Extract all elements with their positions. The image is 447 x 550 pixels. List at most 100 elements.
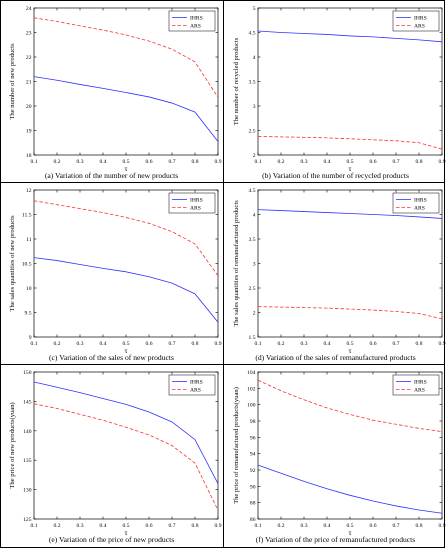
y-tick-label: 2.5 xyxy=(249,286,256,292)
legend: IHRS ARS xyxy=(168,374,216,396)
y-tick-label: 4 xyxy=(253,213,256,219)
y-tick-label: 130 xyxy=(23,488,32,494)
x-axis-label: τ xyxy=(124,528,127,537)
x-tick-label: 0.7 xyxy=(169,341,176,347)
y-tick-label: 145 xyxy=(23,399,32,405)
legend-label-ihrs: IHRS xyxy=(414,16,427,22)
legend-label-ihrs: IHRS xyxy=(190,16,203,22)
y-tick-label: 1.5 xyxy=(249,335,256,341)
x-tick-label: 0.2 xyxy=(54,341,61,347)
legend-box xyxy=(168,10,216,32)
y-tick-label: 102 xyxy=(247,386,256,392)
series-line-ihrs xyxy=(257,464,443,514)
legend-label-ihrs: IHRS xyxy=(190,198,203,204)
series-line-ars xyxy=(257,135,443,150)
y-tick-label: 11.5 xyxy=(22,213,32,219)
legend-label-ars: ARS xyxy=(190,388,201,394)
legend: IHRS ARS xyxy=(392,374,440,396)
y-tick-label: 23 xyxy=(26,31,32,37)
y-tick-label: 2 xyxy=(253,153,256,159)
y-tick-label: 3 xyxy=(253,104,256,110)
y-tick-label: 140 xyxy=(23,429,32,435)
grid-divider-row2 xyxy=(0,364,445,365)
series-line-ihrs xyxy=(33,257,219,323)
y-tick-label: 19 xyxy=(26,129,32,135)
x-tick-label: 0.9 xyxy=(439,523,446,529)
x-tick-label: 0.8 xyxy=(416,159,423,165)
legend-box xyxy=(168,374,216,396)
x-tick-label: 0.3 xyxy=(301,159,308,165)
series-line-ars xyxy=(33,403,219,511)
x-tick-label: 0.6 xyxy=(146,523,153,529)
y-tick-label: 94 xyxy=(250,452,256,458)
legend: IHRS ARS xyxy=(392,10,440,32)
x-tick-label: 0.7 xyxy=(393,341,400,347)
x-axis-label: τ xyxy=(348,346,351,355)
x-tick-label: 0.2 xyxy=(54,523,61,529)
y-tick-label: 100 xyxy=(247,403,256,409)
x-tick-label: 0.5 xyxy=(347,159,354,165)
x-tick-label: 0.4 xyxy=(324,341,331,347)
x-tick-label: 0.6 xyxy=(146,341,153,347)
x-tick-label: 0.2 xyxy=(278,523,285,529)
y-tick-label: 104 xyxy=(247,370,256,376)
legend-box xyxy=(168,192,216,214)
series-line-ars xyxy=(33,17,219,98)
chart-panel: 0.1 0.2 0.3 0.4 0.5 0.6 0.7 0.8 0.9 86 88 90 92 94 96 9… xyxy=(224,364,447,546)
legend-label-ihrs: IHRS xyxy=(190,380,203,386)
y-tick-label: 3 xyxy=(253,262,256,268)
x-axis-label: τ xyxy=(348,528,351,537)
chart-caption: (b) Variation of the number of recycled … xyxy=(262,171,409,180)
x-tick-label: 0.4 xyxy=(324,523,331,529)
y-tick-label: 24 xyxy=(26,6,32,12)
x-tick-label: 0.1 xyxy=(31,523,38,529)
y-tick-label: 4.5 xyxy=(249,31,256,37)
x-tick-label: 0.2 xyxy=(278,159,285,165)
y-tick-label: 10 xyxy=(26,286,32,292)
chart-caption: (d) Variation of the sales of remanufact… xyxy=(255,353,416,362)
series-line-ars xyxy=(33,200,219,276)
x-tick-label: 0.3 xyxy=(301,341,308,347)
x-axis-label: τ xyxy=(124,346,127,355)
y-tick-label: 96 xyxy=(250,435,256,441)
x-tick-label: 0.2 xyxy=(278,341,285,347)
chart-panel: 0.1 0.2 0.3 0.4 0.5 0.6 0.7 0.8 0.9 2 2.5 3 3.5 4 4.5 5… xyxy=(224,0,447,182)
x-tick-label: 0.3 xyxy=(301,523,308,529)
series-line-ihrs xyxy=(33,76,219,142)
x-tick-label: 0.1 xyxy=(255,523,262,529)
x-tick-label: 0.9 xyxy=(439,159,446,165)
y-tick-label: 21 xyxy=(26,80,32,86)
chart-panel: 0.1 0.2 0.3 0.4 0.5 0.6 0.7 0.8 0.9 9 9.5 10 10.5 11 1… xyxy=(0,182,223,364)
legend: IHRS ARS xyxy=(168,10,216,32)
x-tick-label: 0.5 xyxy=(347,523,354,529)
x-tick-label: 0.4 xyxy=(100,523,107,529)
y-tick-label: 2.5 xyxy=(249,129,256,135)
x-tick-label: 0.3 xyxy=(77,523,84,529)
x-tick-label: 0.3 xyxy=(77,341,84,347)
y-tick-label: 5 xyxy=(253,6,256,12)
legend-box xyxy=(392,10,440,32)
chart-panel: 0.1 0.2 0.3 0.4 0.5 0.6 0.7 0.8 0.9 125 130 135 140 1… xyxy=(0,364,223,546)
x-tick-label: 0.8 xyxy=(416,341,423,347)
y-tick-label: 3.5 xyxy=(249,237,256,243)
chart-svg: 0.1 0.2 0.3 0.4 0.5 0.6 0.7 0.8 0.9 1.5 2 2.5 3 3.5 4 4… xyxy=(233,188,446,355)
x-axis-label: τ xyxy=(348,164,351,173)
chart-svg: 0.1 0.2 0.3 0.4 0.5 0.6 0.7 0.8 0.9 18 19 20 21 22 23 2… xyxy=(9,6,222,173)
legend-label-ihrs: IHRS xyxy=(414,380,427,386)
x-tick-label: 0.1 xyxy=(31,159,38,165)
x-tick-label: 0.8 xyxy=(192,159,199,165)
x-tick-label: 0.5 xyxy=(123,523,130,529)
y-tick-label: 11 xyxy=(26,237,32,243)
x-tick-label: 0.1 xyxy=(31,341,38,347)
y-tick-label: 10.5 xyxy=(22,262,32,268)
legend: IHRS ARS xyxy=(392,192,440,214)
x-tick-label: 0.7 xyxy=(393,159,400,165)
series-line-ihrs xyxy=(33,381,219,484)
y-tick-label: 12 xyxy=(26,188,32,194)
x-tick-label: 0.6 xyxy=(370,159,377,165)
grid-divider-vertical xyxy=(223,0,224,548)
chart-caption: (f) Variation of the price of remanufact… xyxy=(255,535,416,544)
grid-divider-row1 xyxy=(0,182,445,183)
y-tick-label: 125 xyxy=(23,517,32,523)
x-tick-label: 0.5 xyxy=(123,159,130,165)
